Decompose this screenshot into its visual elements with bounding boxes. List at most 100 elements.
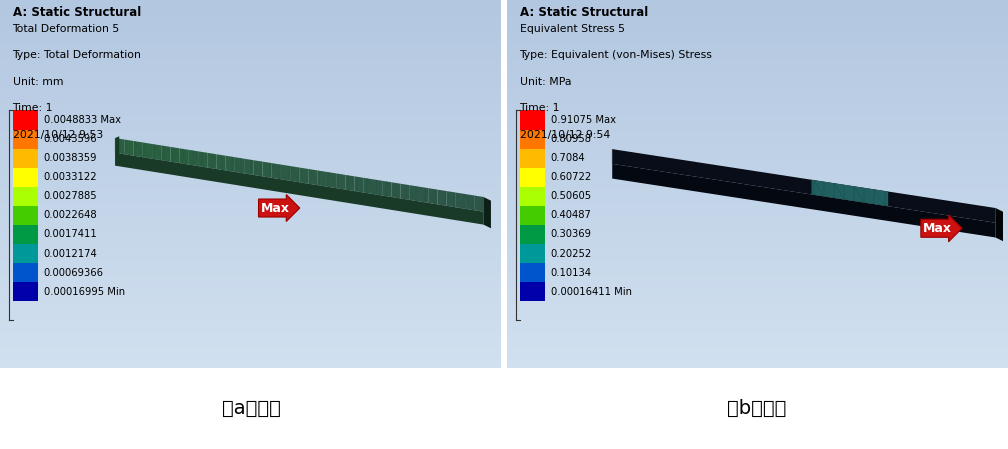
Text: Type: Total Deformation: Type: Total Deformation: [12, 50, 141, 61]
Text: 0.00069366: 0.00069366: [43, 268, 104, 277]
Text: 0.60722: 0.60722: [550, 172, 592, 182]
Bar: [12, 129, 37, 149]
Polygon shape: [188, 150, 199, 166]
Text: 2021/10/12 9:54: 2021/10/12 9:54: [519, 130, 610, 140]
Text: 0.10134: 0.10134: [550, 268, 592, 277]
Polygon shape: [115, 138, 124, 154]
Bar: [519, 167, 544, 187]
Text: 0.0012174: 0.0012174: [43, 249, 98, 259]
Polygon shape: [355, 176, 364, 193]
Bar: [12, 167, 37, 187]
Polygon shape: [179, 148, 188, 165]
Bar: [12, 149, 37, 167]
Bar: [519, 206, 544, 225]
Polygon shape: [428, 188, 437, 204]
Polygon shape: [272, 163, 281, 179]
Polygon shape: [336, 173, 346, 189]
Polygon shape: [612, 164, 996, 238]
Bar: [12, 110, 37, 129]
Polygon shape: [437, 189, 447, 206]
Bar: [519, 244, 544, 263]
Bar: [519, 110, 544, 129]
Bar: [12, 225, 37, 244]
Text: Total Deformation 5: Total Deformation 5: [12, 24, 120, 34]
Polygon shape: [811, 180, 888, 206]
Bar: [519, 149, 544, 167]
Polygon shape: [115, 153, 484, 224]
Bar: [519, 225, 544, 244]
Text: Equivalent Stress 5: Equivalent Stress 5: [519, 24, 625, 34]
Text: 0.0017411: 0.0017411: [43, 229, 98, 239]
Polygon shape: [327, 172, 336, 188]
Text: Time: 1: Time: 1: [519, 103, 560, 114]
Text: Unit: MPa: Unit: MPa: [519, 77, 572, 87]
Polygon shape: [447, 191, 456, 207]
Polygon shape: [391, 182, 400, 198]
Text: 0.50605: 0.50605: [550, 191, 592, 201]
Text: 0.0027885: 0.0027885: [43, 191, 97, 201]
Polygon shape: [281, 165, 290, 181]
Bar: [12, 263, 37, 282]
Polygon shape: [364, 178, 373, 194]
Polygon shape: [996, 208, 1003, 241]
Bar: [519, 129, 544, 149]
Polygon shape: [419, 187, 428, 203]
Text: （b）应力: （b）应力: [728, 399, 786, 418]
Polygon shape: [208, 153, 217, 169]
Bar: [519, 187, 544, 206]
Bar: [519, 263, 544, 282]
Text: A: Static Structural: A: Static Structural: [12, 5, 141, 18]
Text: （a）变形: （a）变形: [222, 399, 280, 418]
Text: 0.0043596: 0.0043596: [43, 134, 97, 144]
Polygon shape: [253, 160, 262, 176]
Polygon shape: [373, 179, 382, 195]
Polygon shape: [382, 181, 391, 197]
Text: Time: 1: Time: 1: [12, 103, 53, 114]
Polygon shape: [161, 145, 170, 162]
Text: 0.00016995 Min: 0.00016995 Min: [43, 287, 125, 297]
Polygon shape: [299, 167, 308, 184]
Text: 0.40487: 0.40487: [550, 211, 592, 220]
Polygon shape: [152, 144, 161, 160]
Polygon shape: [612, 149, 996, 223]
Polygon shape: [262, 162, 272, 178]
Text: A: Static Structural: A: Static Structural: [519, 5, 648, 18]
Polygon shape: [170, 147, 179, 163]
Polygon shape: [199, 151, 208, 167]
Text: Unit: mm: Unit: mm: [12, 77, 64, 87]
Bar: [12, 187, 37, 206]
Polygon shape: [400, 184, 410, 200]
Polygon shape: [290, 166, 299, 182]
Polygon shape: [346, 175, 355, 191]
Bar: [12, 282, 37, 301]
Polygon shape: [474, 195, 484, 212]
Bar: [12, 206, 37, 225]
Text: Max: Max: [261, 202, 290, 215]
Text: 0.91075 Max: 0.91075 Max: [550, 115, 616, 125]
Text: 0.0022648: 0.0022648: [43, 211, 97, 220]
Text: 0.80958: 0.80958: [550, 134, 592, 144]
Polygon shape: [115, 136, 119, 166]
Text: 0.00016411 Min: 0.00016411 Min: [550, 287, 632, 297]
Text: Max: Max: [923, 222, 953, 235]
Polygon shape: [456, 193, 465, 209]
Polygon shape: [410, 185, 419, 202]
Polygon shape: [484, 197, 491, 228]
Polygon shape: [124, 140, 134, 156]
Polygon shape: [235, 157, 244, 173]
Text: 0.0048833 Max: 0.0048833 Max: [43, 115, 121, 125]
Polygon shape: [217, 154, 226, 171]
Text: 0.7084: 0.7084: [550, 153, 586, 163]
Polygon shape: [308, 169, 318, 185]
Text: 0.0033122: 0.0033122: [43, 172, 97, 182]
Polygon shape: [226, 156, 235, 172]
Bar: [519, 282, 544, 301]
Polygon shape: [244, 158, 253, 175]
Bar: [12, 244, 37, 263]
Text: 0.0038359: 0.0038359: [43, 153, 97, 163]
Text: 0.30369: 0.30369: [550, 229, 592, 239]
Text: Type: Equivalent (von-Mises) Stress: Type: Equivalent (von-Mises) Stress: [519, 50, 713, 61]
Polygon shape: [143, 142, 152, 158]
Text: 0.20252: 0.20252: [550, 249, 592, 259]
Text: 2021/10/12 9:53: 2021/10/12 9:53: [12, 130, 103, 140]
